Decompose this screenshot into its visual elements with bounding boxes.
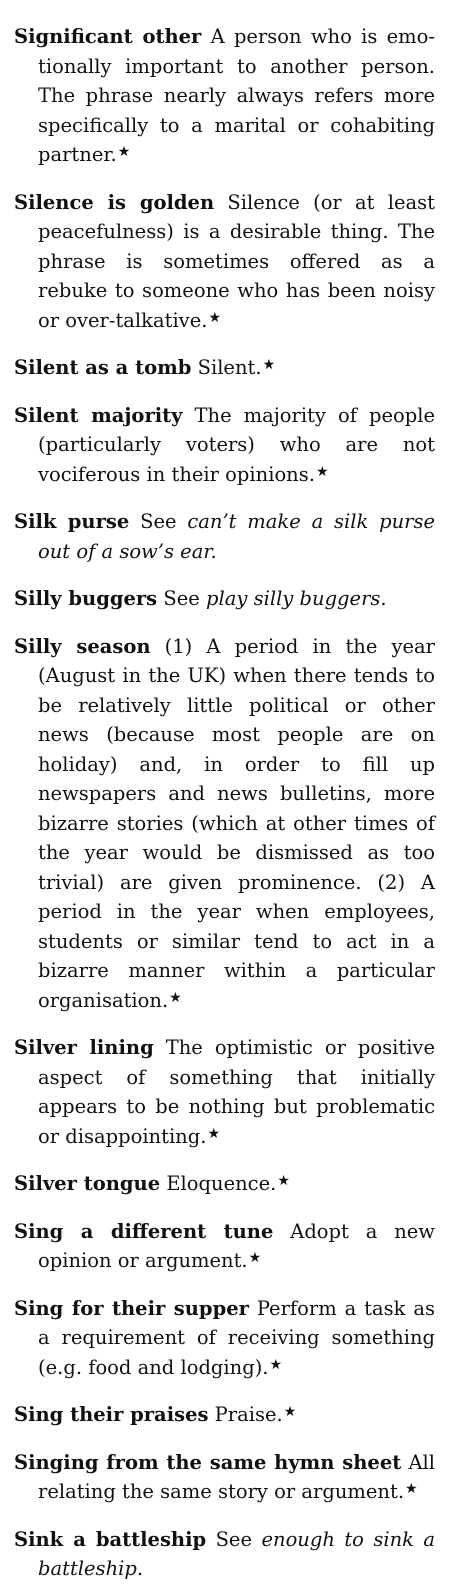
entry-silver-lining: Silver lining The optimistic or positive… (14, 1033, 435, 1151)
entry-tail: . (136, 1557, 144, 1580)
star-icon: ★ (169, 989, 182, 1006)
entry-tail: . (210, 539, 217, 563)
entry-cross-reference: can’t make a silk purse out of a sow’s e… (38, 510, 436, 563)
entry-significant-other: Significant other A person who is emo­ti… (14, 22, 435, 170)
entry-definition: All relating the same story or argument. (38, 1450, 435, 1504)
entry-definition: Praise. (214, 1403, 283, 1426)
entry-silence-is-golden: Silence is golden Silence (or at least p… (14, 188, 435, 336)
entry-term: Silent as a tomb (14, 356, 192, 379)
entry-silly-buggers: Silly buggers See play silly buggers. (14, 584, 435, 614)
dictionary-page: Significant other A person who is emo­ti… (14, 22, 435, 1580)
entry-term: Sing for their supper (14, 1296, 249, 1320)
entry-sing-a-different-tune: Sing a different tune Adopt a new opinio… (14, 1217, 435, 1276)
entry-term: Significant other (14, 25, 202, 48)
entry-definition: Adopt a new opinion or argument. (38, 1219, 435, 1273)
entry-term: Silly season (14, 634, 151, 658)
entry-term: Sing a different tune (14, 1219, 274, 1243)
entry-term: Sink a battleship (14, 1527, 207, 1551)
entry-definition: See (163, 587, 200, 610)
entry-term: Singing from the same hymn sheet (14, 1450, 402, 1474)
star-icon: ★ (405, 1481, 418, 1497)
entry-silent-majority: Silent majority The majority of people (… (14, 401, 435, 490)
entry-definition: See (140, 510, 177, 533)
entry-sing-their-praises: Sing their praises Praise.★ (14, 1400, 435, 1430)
entry-definition: The optimistic or positive aspect of som… (38, 1036, 435, 1148)
entry-term: Silver lining (14, 1036, 154, 1059)
entry-definition: Silent. (197, 356, 262, 379)
entry-silk-purse: Silk purse See can’t make a silk purse o… (14, 507, 435, 566)
star-icon: ★ (277, 1173, 290, 1189)
entry-term: Silence is golden (14, 190, 215, 214)
entry-silver-tongue: Silver tongue Eloquence.★ (14, 1169, 435, 1199)
entry-sink-a-battleship: Sink a battleship See enough to sink a b… (14, 1525, 435, 1584)
star-icon: ★ (207, 1125, 220, 1142)
entry-definition: See (215, 1527, 253, 1551)
entry-term: Silk purse (14, 510, 130, 533)
entry-term: Silly buggers (14, 587, 158, 610)
entry-term: Sing their praises (14, 1403, 209, 1426)
entry-definition: (1) A period in the year (August in the … (38, 634, 435, 1012)
star-icon: ★ (208, 309, 221, 326)
star-icon: ★ (315, 463, 329, 480)
entry-term: Silent majority (14, 403, 183, 427)
entry-definition: Perform a task as a requirement of recei… (38, 1296, 435, 1379)
entry-cross-reference: play silly buggers (206, 587, 381, 610)
entry-definition: Silence (or at least peace­fulness) is a… (38, 190, 435, 332)
entry-definition: Eloquence. (166, 1172, 277, 1195)
entry-singing-from-the-same-hymn-sheet: Singing from the same hymn sheet All rel… (14, 1448, 435, 1507)
entry-definition: A person who is emo­tionally important t… (38, 25, 435, 166)
star-icon: ★ (283, 1404, 297, 1420)
entry-term: Silver tongue (14, 1172, 161, 1195)
entry-silly-season: Silly season (1) A period in the year (A… (14, 632, 435, 1016)
star-icon: ★ (117, 144, 131, 160)
entry-definition: The majority of people (particularly vot… (38, 403, 435, 486)
star-icon: ★ (248, 1250, 262, 1266)
entry-silent-as-a-tomb: Silent as a tomb Silent.★ (14, 353, 435, 383)
star-icon: ★ (262, 357, 276, 373)
star-icon: ★ (269, 1356, 283, 1373)
entry-sing-for-their-supper: Sing for their supper Perform a task as … (14, 1294, 435, 1383)
entry-tail: . (380, 587, 387, 610)
